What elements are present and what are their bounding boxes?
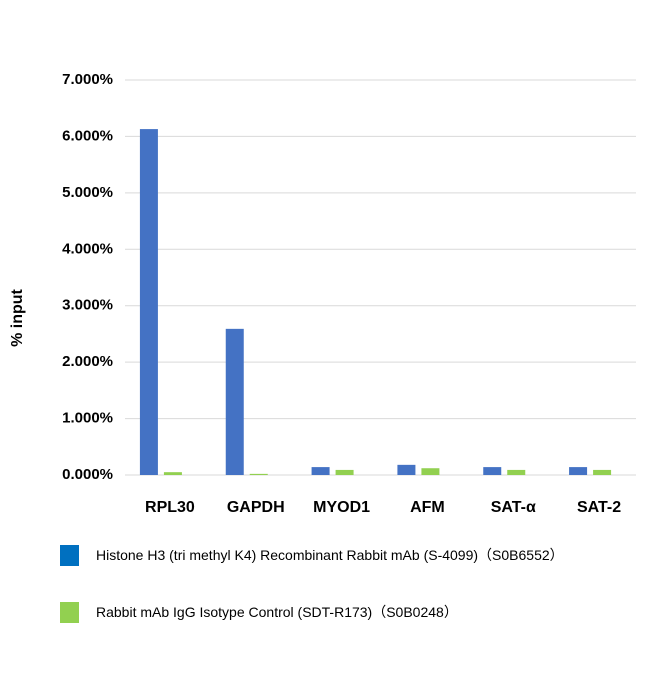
y-tick-label: 3.000% [62,297,113,314]
y-tick-label: 0.000% [62,466,113,483]
bar [139,129,158,476]
bar [311,467,330,475]
bar [249,473,268,475]
x-tick-label: SAT-2 [577,499,621,516]
legend-swatch [60,545,79,566]
x-tick-label: GAPDH [227,499,285,516]
bar [335,469,354,475]
y-tick-label: 2.000% [62,353,113,370]
y-tick-label: 7.000% [62,71,113,88]
x-tick-label: MYOD1 [313,499,370,516]
bar [483,467,502,475]
y-tick-label: 1.000% [62,410,113,427]
y-tick-label: 4.000% [62,240,113,257]
x-tick-label: RPL30 [145,499,195,516]
bar [421,468,440,475]
bar [569,467,588,475]
bar [225,328,244,475]
y-tick-label: 5.000% [62,184,113,201]
x-tick-label: AFM [410,499,445,516]
bar [507,469,526,475]
legend-label: Histone H3 (tri methyl K4) Recombinant R… [96,547,564,563]
legend-label: Rabbit mAb IgG Isotype Control (SDT-R173… [96,604,458,620]
bar [163,472,182,475]
y-axis-title: % input [9,288,26,346]
y-tick-label: 6.000% [62,127,113,144]
bar [593,469,612,475]
legend-swatch [60,602,79,623]
x-tick-label: SAT-α [491,499,536,516]
bar [397,464,416,475]
